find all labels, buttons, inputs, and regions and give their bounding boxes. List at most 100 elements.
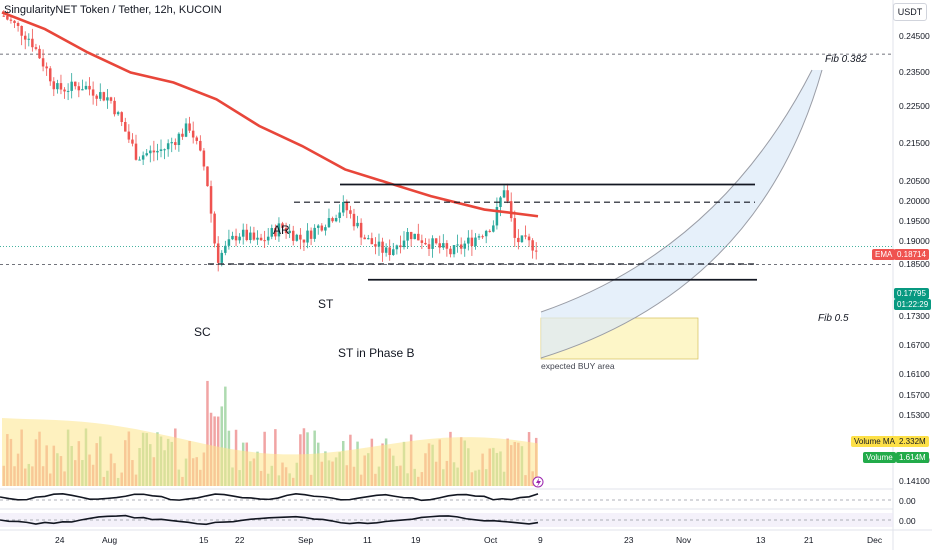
candle-body bbox=[434, 238, 438, 244]
candle-body bbox=[224, 245, 227, 253]
candle-body bbox=[484, 230, 488, 237]
time-label: Nov bbox=[676, 535, 692, 545]
candle-body bbox=[438, 243, 441, 248]
fib-382-label: Fib 0.382 bbox=[825, 54, 867, 65]
candle-body bbox=[384, 247, 388, 253]
candle-body bbox=[166, 143, 170, 150]
candle-body bbox=[413, 233, 416, 240]
sc-label: SC bbox=[194, 325, 211, 339]
candle-body bbox=[470, 237, 474, 247]
candle-body bbox=[216, 243, 220, 263]
candle-body bbox=[9, 19, 13, 21]
candle-body bbox=[159, 149, 163, 151]
candle-body bbox=[388, 247, 391, 255]
ar-label: AR bbox=[273, 223, 290, 237]
projection-area bbox=[541, 70, 822, 358]
candle-body bbox=[517, 237, 520, 243]
candle-body bbox=[291, 230, 295, 241]
fib-05-label: Fib 0.5 bbox=[818, 313, 849, 324]
time-label: Aug bbox=[102, 535, 118, 545]
time-label: Sep bbox=[298, 535, 314, 545]
candle-body bbox=[306, 230, 309, 243]
candle-body bbox=[249, 232, 252, 241]
price-tick: 0.18500 bbox=[899, 259, 930, 269]
candle-body bbox=[463, 243, 466, 249]
countdown-tag: 01:22:29 bbox=[894, 299, 932, 310]
price-tick: 0.16100 bbox=[899, 369, 930, 379]
currency-button[interactable]: USDT bbox=[893, 3, 927, 21]
candle-body bbox=[502, 190, 506, 198]
candle-body bbox=[534, 250, 538, 252]
volume-bar bbox=[224, 386, 227, 486]
time-label: Oct bbox=[484, 535, 498, 545]
candle-body bbox=[456, 244, 459, 246]
candle-body bbox=[177, 133, 181, 146]
candle-body bbox=[274, 228, 277, 237]
price-tick: 0.19000 bbox=[899, 236, 930, 246]
candle-body bbox=[520, 235, 524, 243]
candle-body bbox=[363, 237, 366, 240]
candle-body bbox=[409, 231, 413, 240]
buy-area-label: expected BUY area bbox=[541, 361, 615, 371]
candle-body bbox=[324, 227, 327, 231]
candle-body bbox=[199, 140, 202, 151]
candle-body bbox=[116, 112, 120, 115]
candle-body bbox=[320, 225, 324, 231]
candle-body bbox=[270, 228, 274, 237]
candle-body bbox=[66, 90, 70, 92]
candle-body bbox=[467, 237, 470, 244]
candle-body bbox=[327, 218, 331, 228]
lightning-icon bbox=[536, 478, 541, 487]
time-label: 22 bbox=[235, 535, 245, 545]
candle-body bbox=[420, 240, 424, 243]
candle-body bbox=[41, 58, 45, 67]
candle-body bbox=[52, 81, 56, 90]
price-tick: 0.19500 bbox=[899, 216, 930, 226]
candle-body bbox=[381, 241, 384, 253]
candle-body bbox=[184, 123, 188, 137]
candle-body bbox=[524, 235, 527, 237]
candle-body bbox=[191, 130, 195, 138]
candle-body bbox=[331, 218, 334, 222]
candle-body bbox=[31, 38, 34, 48]
candle-body bbox=[281, 223, 284, 228]
candle-body bbox=[238, 236, 241, 241]
osc-tick: 0.00 bbox=[899, 496, 916, 506]
candle-body bbox=[91, 89, 95, 96]
candle-body bbox=[352, 213, 356, 227]
volume-bar bbox=[206, 380, 209, 486]
candle-body bbox=[495, 207, 499, 226]
candle-body bbox=[399, 245, 402, 248]
candle-body bbox=[102, 92, 106, 101]
candle-body bbox=[356, 222, 359, 227]
projection-curve-upper bbox=[540, 69, 813, 313]
oscillator-line-2 bbox=[0, 514, 539, 526]
candle-body bbox=[431, 238, 434, 249]
candle-body bbox=[113, 100, 116, 115]
time-label: 9 bbox=[538, 535, 543, 545]
candle-body bbox=[402, 240, 406, 248]
candle-body bbox=[481, 236, 484, 238]
candle-body bbox=[202, 150, 206, 167]
candle-body bbox=[263, 240, 266, 242]
candle-body bbox=[459, 244, 463, 249]
price-tick: 0.20000 bbox=[899, 196, 930, 206]
candle-body bbox=[474, 237, 477, 247]
candle-body bbox=[48, 68, 52, 82]
candle-body bbox=[245, 229, 249, 241]
candle-body bbox=[188, 123, 191, 131]
candle-body bbox=[499, 197, 502, 208]
candle-body bbox=[138, 159, 141, 161]
candle-body bbox=[170, 142, 173, 144]
candle-body bbox=[342, 201, 345, 213]
candle-body bbox=[349, 210, 352, 214]
time-label: 19 bbox=[411, 535, 421, 545]
price-tick: 0.22500 bbox=[899, 101, 930, 111]
candle-body bbox=[302, 239, 306, 243]
candle-body bbox=[531, 240, 534, 251]
candle-body bbox=[234, 235, 238, 241]
volume-tag-label: Volume bbox=[863, 452, 896, 463]
candle-body bbox=[206, 166, 209, 187]
candle-body bbox=[149, 150, 152, 154]
